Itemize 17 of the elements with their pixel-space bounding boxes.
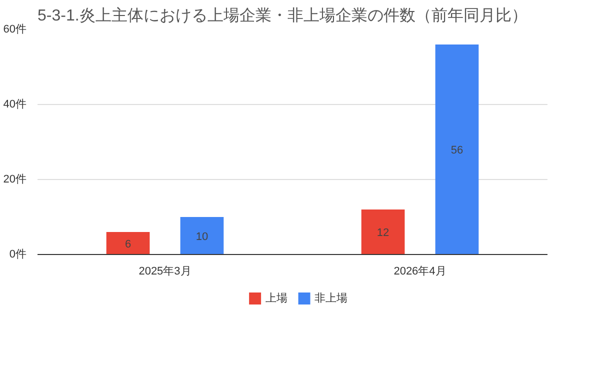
y-tick-label: 40件 [3,98,27,110]
bar [361,210,405,254]
bar [435,44,479,254]
chart-title: 5-3-1.炎上主体における上場企業・非上場企業の件数（前年同月比） [38,6,528,24]
bar [180,217,224,254]
data-label: 6 [124,238,132,250]
y-tick-label: 0件 [9,248,27,260]
legend-label: 非上場 [314,292,348,304]
x-tick-label: 2026年4月 [394,266,446,278]
data-label: 56 [450,144,464,156]
bar [106,232,150,254]
y-tick-label: 60件 [3,24,27,36]
y-tick-label: 20件 [3,174,27,186]
legend-label: 上場 [265,292,288,304]
data-label: 10 [196,230,208,243]
x-tick-label: 2025年3月 [138,266,192,278]
data-label: 12 [376,227,390,239]
